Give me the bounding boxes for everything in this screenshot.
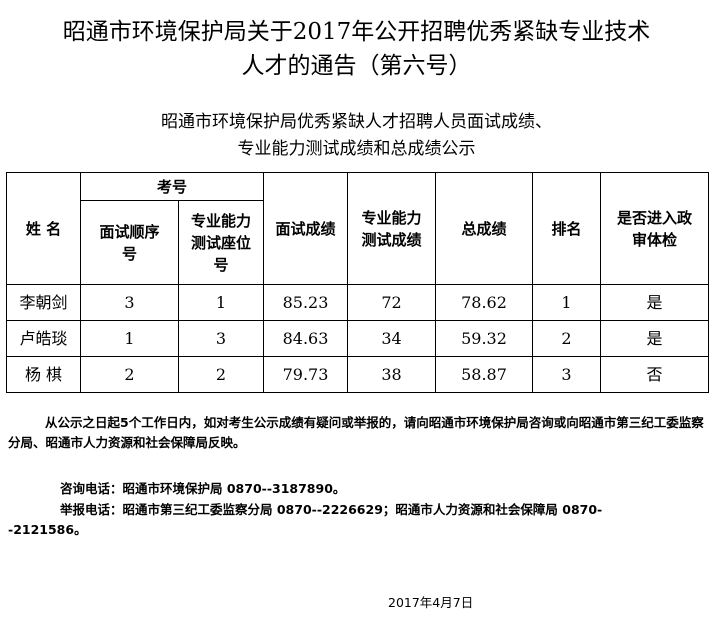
- header-cell: 排名: [532, 172, 601, 285]
- note-statement: 从公示之日起5个工作日内，如对考生公示成绩有疑问或举报的，请向昭通市环境保护局咨…: [8, 415, 704, 450]
- subtitle-line: 昭通市环境保护局优秀紧缺人才招聘人员面试成绩、: [161, 112, 552, 132]
- score-table: 姓 名 考号 面试成绩 专业能力测试成绩 总成绩 排名 是否进入政审体检 面试顺…: [6, 172, 709, 393]
- table-row: 李朝剑 3 1 85.23 72 78.62 1 是: [6, 284, 709, 321]
- table-cell: 卢皓琰: [6, 320, 81, 357]
- header-cell: 面试顺序号: [80, 200, 179, 285]
- table-cell: 1: [178, 284, 264, 321]
- table-cell: 3: [80, 284, 179, 321]
- table-cell: 是: [600, 284, 709, 321]
- title-line: 人才的通告（第六号）: [241, 53, 472, 79]
- table-cell: 34: [347, 320, 436, 357]
- table-row: 杨 棋 2 2 79.73 38 58.87 3 否: [6, 356, 709, 393]
- table-cell: 38: [347, 356, 436, 393]
- header-cell: 专业能力测试座位号: [178, 200, 264, 285]
- table-row: 卢皓琰 1 3 84.63 34 59.32 2 是: [6, 320, 709, 357]
- table-cell: 杨 棋: [6, 356, 81, 393]
- subtitle-line: 专业能力测试成绩和总成绩公示: [237, 139, 476, 159]
- table-cell: 84.63: [263, 320, 348, 357]
- header-cell: 总成绩: [435, 172, 533, 285]
- header-cell: 面试成绩: [263, 172, 348, 285]
- table-cell: 2: [178, 356, 264, 393]
- table-cell: 2: [80, 356, 179, 393]
- header-cell: 是否进入政审体检: [600, 172, 709, 285]
- title-line: 昭通市环境保护局关于2017年公开招聘优秀紧缺专业技术: [62, 19, 651, 45]
- table-cell: 3: [532, 356, 601, 393]
- table-cell: 否: [600, 356, 709, 393]
- table-cell: 李朝剑: [6, 284, 81, 321]
- table-cell: 59.32: [435, 320, 533, 357]
- table-cell: 72: [347, 284, 436, 321]
- table-cell: 1: [80, 320, 179, 357]
- date: 2017年4月7日: [388, 595, 474, 610]
- header-cell: 专业能力测试成绩: [347, 172, 436, 285]
- table-cell: 3: [178, 320, 264, 357]
- table-cell: 78.62: [435, 284, 533, 321]
- table-cell: 2: [532, 320, 601, 357]
- table-cell: 58.87: [435, 356, 533, 393]
- header-cell: 考号: [80, 172, 264, 201]
- table-cell: 1: [532, 284, 601, 321]
- header-cell: 姓 名: [6, 172, 81, 285]
- table-cell: 是: [600, 320, 709, 357]
- note-inquiry: 咨询电话：昭通市环境保护局 0870--3187890。: [60, 481, 346, 496]
- table-body: 李朝剑 3 1 85.23 72 78.62 1 是卢皓琰 1 3 84.63 34 59.32 2 是杨 …: [6, 284, 709, 393]
- note-report: 举报电话：昭通市第三纪工委监察分局 0870--2226629；昭通市人力资源和…: [8, 502, 603, 537]
- table-cell: 79.73: [263, 356, 348, 393]
- table-cell: 85.23: [263, 284, 348, 321]
